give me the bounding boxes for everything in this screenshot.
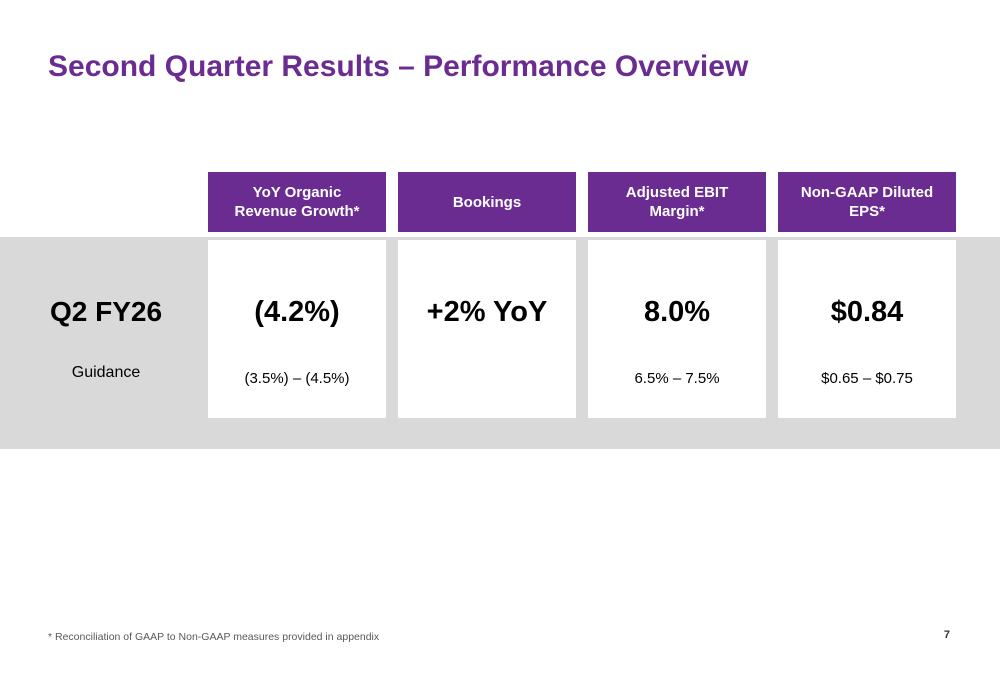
metric-header: Bookings — [398, 172, 576, 232]
row-label-group: Q2 FY26 Guidance — [40, 296, 172, 382]
metric-header: YoY Organic Revenue Growth* — [208, 172, 386, 232]
metric-guidance: 6.5% – 7.5% — [634, 370, 720, 387]
footnote: * Reconciliation of GAAP to Non-GAAP mea… — [48, 631, 380, 643]
page-title: Second Quarter Results – Performance Ove… — [48, 50, 749, 83]
metric-column-revenue-growth: YoY Organic Revenue Growth* (4.2%) (3.5%… — [208, 172, 386, 418]
metric-guidance: $0.65 – $0.75 — [821, 370, 913, 387]
metric-card: $0.84 $0.65 – $0.75 — [778, 240, 956, 418]
quarter-label: Q2 FY26 — [49, 296, 163, 327]
metric-column-bookings: Bookings +2% YoY — [398, 172, 576, 418]
metric-card: 8.0% 6.5% – 7.5% — [588, 240, 766, 418]
metric-column-diluted-eps: Non-GAAP Diluted EPS* $0.84 $0.65 – $0.7… — [778, 172, 956, 418]
metric-guidance: (3.5%) – (4.5%) — [244, 370, 350, 387]
page-number: 7 — [943, 629, 950, 641]
metric-value: +2% YoY — [426, 296, 548, 328]
guidance-label: Guidance — [71, 364, 141, 381]
metric-header: Adjusted EBIT Margin* — [588, 172, 766, 232]
metric-card: (4.2%) (3.5%) – (4.5%) — [208, 240, 386, 418]
metric-columns: YoY Organic Revenue Growth* (4.2%) (3.5%… — [208, 172, 956, 418]
metric-value: (4.2%) — [254, 296, 340, 328]
metric-value: 8.0% — [643, 296, 711, 328]
metric-column-ebit-margin: Adjusted EBIT Margin* 8.0% 6.5% – 7.5% — [588, 172, 766, 418]
metric-header: Non-GAAP Diluted EPS* — [778, 172, 956, 232]
metric-value: $0.84 — [830, 296, 904, 328]
metric-card: +2% YoY — [398, 240, 576, 418]
